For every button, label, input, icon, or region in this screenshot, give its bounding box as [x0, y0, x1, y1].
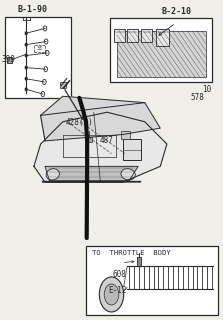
Bar	[156, 29, 169, 46]
Bar	[127, 29, 138, 42]
Bar	[123, 139, 141, 160]
Text: 608: 608	[113, 270, 126, 279]
Text: 399: 399	[2, 55, 16, 64]
Text: 33: 33	[37, 46, 42, 51]
Bar	[87, 137, 92, 142]
Ellipse shape	[121, 169, 135, 180]
Bar	[5, 17, 70, 98]
Bar	[141, 29, 153, 42]
Text: E-12: E-12	[108, 286, 127, 295]
Bar	[122, 131, 130, 139]
Circle shape	[25, 77, 27, 80]
Polygon shape	[34, 112, 167, 182]
Text: 487: 487	[99, 136, 113, 145]
Text: B-2-10: B-2-10	[162, 7, 192, 16]
Circle shape	[99, 277, 124, 312]
Circle shape	[25, 88, 27, 91]
Bar	[60, 82, 66, 88]
Circle shape	[104, 284, 119, 305]
Bar	[86, 246, 218, 315]
Text: 578: 578	[190, 93, 204, 102]
Text: 10: 10	[202, 85, 212, 94]
Bar	[114, 29, 125, 42]
Bar	[117, 31, 206, 77]
Circle shape	[25, 44, 27, 46]
Circle shape	[25, 54, 27, 57]
Polygon shape	[45, 166, 138, 181]
Bar	[7, 57, 12, 62]
Polygon shape	[41, 96, 160, 141]
Bar	[110, 18, 212, 82]
Bar	[137, 257, 141, 266]
Circle shape	[25, 66, 27, 69]
Ellipse shape	[46, 169, 59, 180]
Text: B-1-90: B-1-90	[18, 5, 47, 14]
Circle shape	[25, 32, 27, 35]
Text: TO  THROTTLE  BODY: TO THROTTLE BODY	[92, 250, 170, 256]
Text: 428(B): 428(B)	[66, 118, 94, 127]
